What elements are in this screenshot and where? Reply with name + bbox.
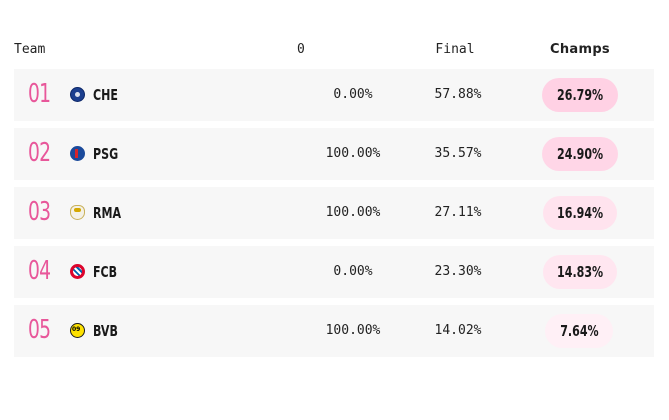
round-0-value: 100.00% (325, 323, 381, 338)
table-row[interactable]: 05 BVB 100.00% 14.02% 7.64% (14, 305, 654, 357)
rank-number: 05 (28, 315, 51, 345)
champs-value: 24.90% (556, 145, 604, 163)
bayern-crest-icon (70, 264, 85, 279)
rank-number: 02 (28, 138, 51, 168)
header-champs: Champs (550, 42, 610, 57)
table-header: Team 0 Final Champs (14, 38, 654, 62)
champs-pill: 7.64% (545, 314, 613, 348)
table-row[interactable]: 01 CHE 0.00% 57.88% 26.79% (14, 69, 654, 121)
champs-pill: 24.90% (542, 137, 618, 171)
champs-value: 14.83% (556, 263, 604, 281)
header-final: Final (435, 42, 475, 57)
dortmund-crest-icon (70, 323, 85, 338)
final-value: 14.02% (434, 323, 482, 338)
final-value: 27.11% (434, 205, 482, 220)
psg-crest-icon (70, 146, 85, 161)
champs-value: 7.64% (559, 322, 599, 340)
real-madrid-crest-icon (70, 205, 85, 220)
team-abbr: RMA (93, 204, 122, 222)
team-abbr: FCB (93, 263, 118, 281)
rank-number: 03 (28, 197, 51, 227)
table-row[interactable]: 02 PSG 100.00% 35.57% 24.90% (14, 128, 654, 180)
header-team: Team (14, 42, 46, 57)
round-0-value: 100.00% (325, 146, 381, 161)
team-abbr: CHE (93, 86, 118, 104)
final-value: 57.88% (434, 87, 482, 102)
round-0-value: 0.00% (333, 87, 373, 102)
team-abbr: PSG (93, 145, 119, 163)
champs-value: 26.79% (556, 86, 604, 104)
team-abbr: BVB (93, 322, 118, 340)
rank-number: 01 (28, 79, 51, 109)
standings-table: Team 0 Final Champs 01 CHE 0.00% 57.88% … (14, 38, 654, 362)
chelsea-crest-icon (70, 87, 85, 102)
champs-pill: 16.94% (543, 196, 617, 230)
champs-pill: 26.79% (542, 78, 618, 112)
table-row[interactable]: 03 RMA 100.00% 27.11% 16.94% (14, 187, 654, 239)
round-0-value: 100.00% (325, 205, 381, 220)
champs-value: 16.94% (556, 204, 604, 222)
final-value: 23.30% (434, 264, 482, 279)
header-round-0: 0 (297, 42, 305, 57)
rank-number: 04 (28, 256, 51, 286)
table-row[interactable]: 04 FCB 0.00% 23.30% 14.83% (14, 246, 654, 298)
final-value: 35.57% (434, 146, 482, 161)
champs-pill: 14.83% (543, 255, 617, 289)
round-0-value: 0.00% (333, 264, 373, 279)
